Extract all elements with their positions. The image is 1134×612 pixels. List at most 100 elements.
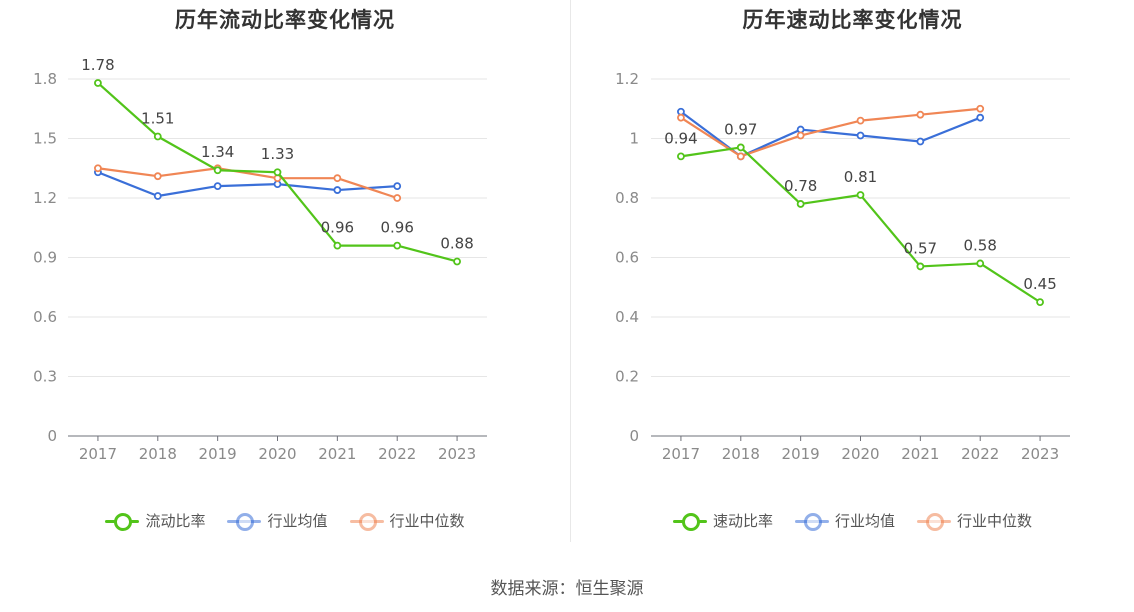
- legend-item-current-ratio[interactable]: 流动比率: [105, 510, 205, 531]
- legend-line-circle-icon: [227, 511, 262, 531]
- data-point: [94, 79, 102, 87]
- data-point: [273, 168, 282, 177]
- data-label: 0.81: [844, 168, 877, 186]
- y-tick-label: 1: [629, 130, 639, 148]
- data-point: [153, 172, 162, 181]
- y-tick-label: 1.2: [33, 189, 57, 207]
- data-label: 1.34: [201, 143, 234, 161]
- data-point: [736, 152, 745, 161]
- legend-line-circle-icon: [672, 511, 707, 531]
- data-point: [213, 166, 222, 175]
- data-point: [153, 192, 162, 200]
- series-line: [97, 167, 398, 200]
- legend-label: 速动比率: [712, 512, 773, 530]
- legend-label: 行业均值: [267, 512, 328, 530]
- y-tick-label: 1.8: [33, 70, 57, 88]
- x-tick-label: 2019: [782, 445, 820, 463]
- chart-panel-quick-ratio: 历年速动比率变化情况 0 0.2 0.4 0.6 0.8 1 1.2 2017 2018 2019…: [571, 0, 1134, 560]
- x-tick-label: 2022: [378, 445, 416, 463]
- data-point: [736, 143, 745, 152]
- data-point: [976, 113, 985, 122]
- data-point: [677, 152, 685, 161]
- legend-label: 行业均值: [834, 512, 895, 530]
- y-tick-label: 1.2: [615, 70, 639, 88]
- chart-title: 历年流动比率变化情况: [175, 8, 395, 32]
- x-tick-label: 2023: [438, 445, 476, 463]
- legend-item-quick-ratio[interactable]: 速动比率: [672, 510, 773, 531]
- x-tick-label: 2022: [961, 445, 999, 463]
- data-point: [856, 191, 865, 199]
- x-tick-label: 2020: [258, 445, 296, 463]
- legend-label: 行业中位数: [389, 512, 465, 530]
- chart-legend: 流动比率 行业均值 行业中位数: [0, 510, 570, 531]
- data-point: [333, 241, 342, 250]
- data-point: [796, 131, 805, 140]
- data-point: [94, 164, 102, 173]
- data-label: 0.96: [381, 219, 414, 237]
- data-point: [1036, 298, 1044, 307]
- y-tick-label: 0.2: [615, 368, 639, 386]
- data-point: [393, 182, 402, 191]
- data-point: [213, 182, 222, 191]
- y-tick-label: 0: [629, 427, 639, 445]
- x-tick-label: 2017: [79, 445, 117, 463]
- legend-label: 行业中位数: [957, 512, 1033, 530]
- data-label: 0.96: [321, 219, 354, 237]
- data-point: [393, 241, 402, 250]
- data-label: 0.88: [440, 234, 473, 252]
- y-tick-label: 0.8: [615, 189, 639, 207]
- data-label: 0.45: [1023, 275, 1056, 293]
- data-point: [916, 110, 925, 119]
- legend-item-industry-median[interactable]: 行业中位数: [349, 510, 465, 531]
- y-tick-label: 0.3: [33, 368, 57, 386]
- legend-line-circle-icon: [917, 511, 951, 531]
- x-tick-label: 2017: [662, 445, 700, 463]
- data-label: 0.57: [904, 239, 937, 257]
- y-tick-label: 0: [47, 427, 57, 445]
- chart-title: 历年速动比率变化情况: [742, 8, 963, 32]
- data-point: [916, 137, 925, 146]
- legend-item-industry-mean[interactable]: 行业均值: [794, 510, 895, 531]
- legend-item-industry-median[interactable]: 行业中位数: [917, 510, 1032, 531]
- x-tick-label: 2018: [139, 445, 177, 463]
- legend-line-circle-icon: [794, 511, 829, 531]
- y-tick-label: 1.5: [33, 130, 57, 148]
- panel-divider: [570, 0, 571, 542]
- data-point: [393, 194, 402, 202]
- data-point: [856, 116, 865, 125]
- data-label: 0.94: [664, 129, 697, 147]
- data-label: 0.58: [964, 236, 997, 254]
- data-label: 1.33: [261, 145, 294, 163]
- x-tick-label: 2021: [318, 445, 356, 463]
- x-tick-label: 2020: [841, 445, 879, 463]
- data-point: [796, 200, 805, 208]
- data-label: 1.78: [81, 56, 114, 74]
- data-source-note: 数据来源：恒生聚源: [490, 579, 644, 599]
- y-tick-label: 0.6: [33, 308, 57, 326]
- x-tick-label: 2019: [199, 445, 237, 463]
- data-point: [976, 104, 985, 113]
- y-tick-label: 0.6: [615, 249, 639, 267]
- data-point: [856, 131, 865, 140]
- data-label: 0.97: [724, 120, 757, 138]
- x-tick-label: 2021: [901, 445, 939, 463]
- y-tick-label: 0.9: [33, 249, 57, 267]
- legend-label: 流动比率: [145, 512, 206, 530]
- chart-panel-current-ratio: 历年流动比率变化情况 0 0.3 0.6 0.9 1.2 1.5 1.8 2017 2018 20…: [0, 0, 570, 560]
- data-point: [677, 113, 685, 122]
- data-point: [333, 186, 342, 194]
- legend-line-circle-icon: [349, 511, 384, 531]
- data-point: [153, 132, 162, 141]
- y-tick-label: 0.4: [615, 308, 639, 326]
- x-tick-label: 2018: [722, 445, 760, 463]
- legend-line-circle-icon: [105, 511, 140, 531]
- series-line: [97, 171, 398, 198]
- data-point: [916, 262, 925, 271]
- data-point: [976, 259, 985, 268]
- chart-plot-area: 0 0.3 0.6 0.9 1.2 1.5 1.8 2017 2018 2019 2020 2021 2…: [33, 56, 487, 463]
- data-point: [333, 174, 342, 183]
- legend-item-industry-mean[interactable]: 行业均值: [227, 510, 328, 531]
- data-point: [453, 257, 461, 266]
- data-label: 0.78: [784, 177, 817, 195]
